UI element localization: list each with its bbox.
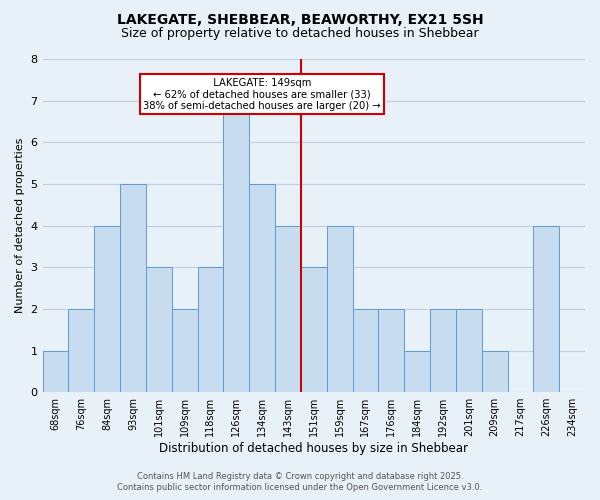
Bar: [43, 350, 68, 392]
Bar: [301, 268, 326, 392]
Bar: [275, 226, 301, 392]
Bar: [430, 309, 456, 392]
Y-axis label: Number of detached properties: Number of detached properties: [15, 138, 25, 314]
Bar: [249, 184, 275, 392]
Bar: [197, 268, 223, 392]
Bar: [68, 309, 94, 392]
Bar: [146, 268, 172, 392]
Bar: [482, 350, 508, 392]
Bar: [326, 226, 353, 392]
Bar: [456, 309, 482, 392]
Text: Size of property relative to detached houses in Shebbear: Size of property relative to detached ho…: [121, 28, 479, 40]
Text: LAKEGATE, SHEBBEAR, BEAWORTHY, EX21 5SH: LAKEGATE, SHEBBEAR, BEAWORTHY, EX21 5SH: [116, 12, 484, 26]
Bar: [172, 309, 197, 392]
Bar: [404, 350, 430, 392]
Bar: [533, 226, 559, 392]
Bar: [94, 226, 120, 392]
Bar: [379, 309, 404, 392]
Text: Contains HM Land Registry data © Crown copyright and database right 2025.
Contai: Contains HM Land Registry data © Crown c…: [118, 472, 482, 492]
Text: LAKEGATE: 149sqm  
← 62% of detached houses are smaller (33)
38% of semi-detache: LAKEGATE: 149sqm ← 62% of detached house…: [143, 78, 381, 111]
Bar: [353, 309, 379, 392]
Bar: [223, 100, 249, 392]
X-axis label: Distribution of detached houses by size in Shebbear: Distribution of detached houses by size …: [159, 442, 468, 455]
Bar: [120, 184, 146, 392]
